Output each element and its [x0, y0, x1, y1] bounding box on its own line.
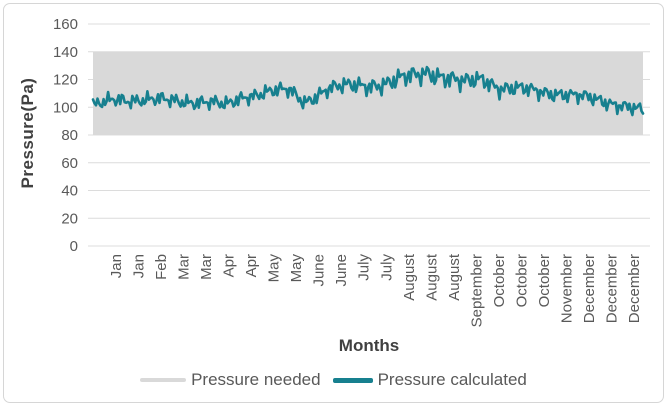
legend-item-pressure-calculated[interactable]: Pressure calculated: [332, 370, 527, 390]
x-tick-label: August: [446, 253, 463, 301]
x-tick-label: Feb: [153, 254, 170, 280]
x-tick-label: August: [401, 253, 418, 301]
y-tick-label: 40: [61, 183, 78, 200]
legend-line-sample-calculated: [332, 377, 373, 383]
y-axis-title: Pressure(Pa): [18, 77, 37, 189]
x-tick-label: October: [536, 254, 553, 307]
series-pressure-calculated-line[interactable]: [91, 65, 645, 117]
x-tick-label: November: [558, 254, 575, 323]
x-tick-label: December: [626, 254, 643, 323]
y-tick-label: 60: [61, 155, 78, 172]
x-tick-label: Apr: [221, 254, 238, 277]
x-tick-label: October: [513, 254, 530, 307]
y-tick-label: 120: [53, 72, 78, 89]
x-tick-label: December: [604, 254, 621, 323]
x-tick-label: August: [423, 253, 440, 301]
x-tick-label: May: [288, 254, 305, 283]
x-tick-label: July: [378, 254, 395, 281]
x-tick-label: July: [356, 254, 373, 281]
x-tick-label: May: [266, 254, 283, 283]
x-tick-label: September: [468, 254, 485, 327]
x-axis-title: Months: [338, 336, 400, 355]
y-tick-label: 80: [61, 127, 78, 144]
x-tick-label: June: [333, 254, 350, 287]
x-tick-label: October: [491, 254, 508, 307]
y-tick-label: 0: [70, 238, 78, 255]
x-tick-label: December: [581, 254, 598, 323]
x-tick-label: Apr: [243, 254, 260, 277]
legend-label: Pressure calculated: [377, 370, 527, 389]
legend: Pressure needed Pressure calculated: [0, 370, 667, 390]
y-tick-label: 160: [53, 16, 78, 33]
y-tick-label: 140: [53, 44, 78, 61]
x-tick-label: Mar: [176, 254, 193, 280]
x-tick-label: June: [311, 254, 328, 287]
legend-label: Pressure needed: [191, 370, 321, 389]
x-tick-label: Jan: [108, 254, 125, 278]
legend-item-pressure-needed[interactable]: Pressure needed: [140, 370, 321, 390]
legend-line-sample-needed: [140, 378, 187, 382]
y-tick-label: 100: [53, 99, 78, 116]
x-tick-label: Mar: [198, 254, 215, 280]
y-tick-label: 20: [61, 210, 78, 227]
x-tick-label: Jan: [131, 254, 148, 278]
